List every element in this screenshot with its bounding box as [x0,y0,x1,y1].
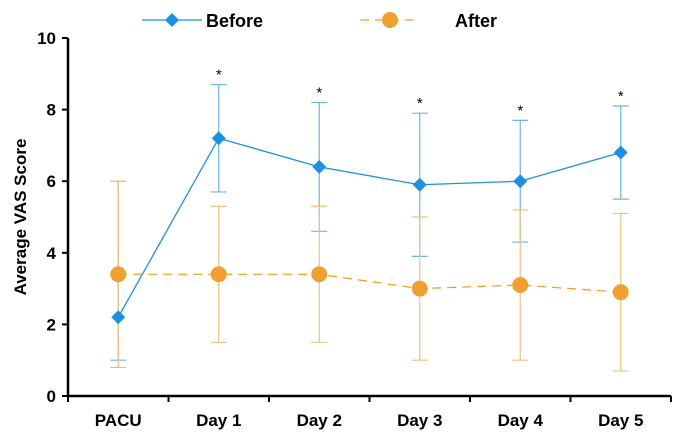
axes: 0 2 4 6 8 10 PACU Day 1 Day 2 Day 3 Day 4 Day 5 Aver… [11,29,672,430]
data-point-after [311,266,328,283]
data-point-before [312,159,327,174]
series-line-after [118,273,621,293]
x-tick-label: Day 3 [397,411,442,430]
y-tick-label: 4 [47,244,57,263]
x-tick-label: PACU [95,411,142,430]
series-markers [110,131,629,325]
significance-marker: * [618,88,624,105]
data-point-before [613,145,628,160]
legend-marker-after [382,12,398,28]
data-point-after [612,284,629,301]
x-tick-label: Day 2 [297,411,342,430]
legend: Before After [142,11,497,31]
annotations: * * * * * [216,67,624,120]
y-tick-label: 2 [47,315,56,334]
data-point-before [211,131,226,146]
y-axis-title: Average VAS Score [11,139,30,296]
legend-label-after: After [455,11,497,31]
data-point-after [210,266,227,283]
x-tick-label: Day 4 [498,411,544,430]
significance-marker: * [316,84,322,101]
data-point-after [110,266,127,283]
data-point-before [111,310,126,325]
series-line-before [117,137,621,318]
x-tick-label: Day 1 [196,411,241,430]
data-point-before [513,174,528,189]
y-tick-label: 6 [47,172,56,191]
data-point-after [411,280,428,297]
significance-marker: * [417,95,423,112]
y-tick-label: 10 [37,29,56,48]
y-tick-label: 8 [47,101,56,120]
error-bars [110,83,629,372]
legend-label-before: Before [206,11,263,31]
legend-marker-before [165,13,179,27]
data-point-after [512,277,529,294]
series-lines [117,137,621,318]
significance-marker: * [517,102,523,119]
x-tick-label: Day 5 [598,411,643,430]
significance-marker: * [216,67,222,84]
data-point-before [412,177,427,192]
y-tick-label: 0 [47,387,56,406]
